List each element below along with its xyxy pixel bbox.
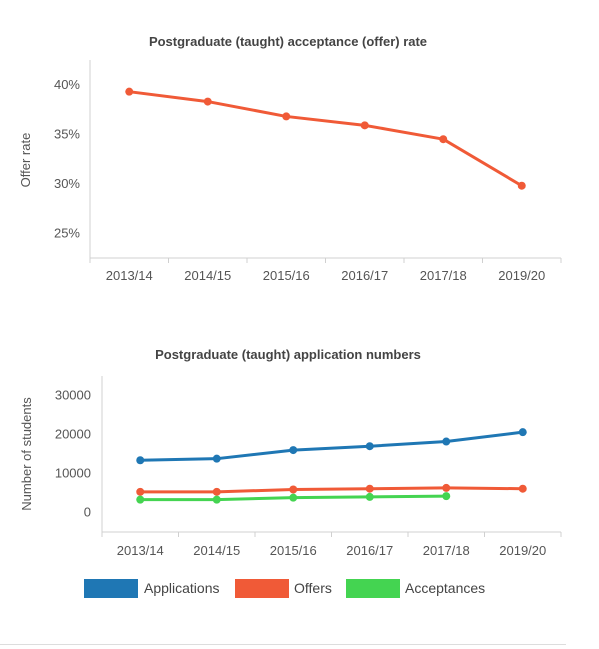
chart-2: Postgraduate (taught) application number… bbox=[19, 347, 562, 598]
y-tick-label: 40% bbox=[54, 77, 80, 92]
series-offers bbox=[136, 483, 527, 496]
data-point bbox=[439, 135, 448, 144]
data-point bbox=[442, 492, 451, 501]
legend-label: Applications bbox=[144, 580, 220, 596]
x-tick-label: 2015/16 bbox=[263, 268, 310, 283]
data-point bbox=[289, 446, 298, 455]
chart-title: Postgraduate (taught) application number… bbox=[155, 347, 421, 362]
x-tick-label: 2019/20 bbox=[498, 268, 545, 283]
x-tick-label: 2013/14 bbox=[117, 543, 164, 558]
data-point bbox=[360, 121, 369, 130]
data-point bbox=[365, 442, 374, 451]
data-point bbox=[365, 484, 374, 493]
data-point bbox=[136, 456, 145, 465]
chart-title: Postgraduate (taught) acceptance (offer)… bbox=[149, 34, 427, 49]
y-tick-label: 35% bbox=[54, 126, 80, 141]
y-tick-label: 30000 bbox=[55, 388, 91, 403]
y-tick-label: 10000 bbox=[55, 466, 91, 481]
data-point bbox=[125, 87, 134, 96]
data-point bbox=[442, 437, 451, 446]
data-point bbox=[212, 495, 221, 504]
x-tick-label: 2016/17 bbox=[341, 268, 388, 283]
series-line bbox=[138, 430, 525, 462]
legend-label: Offers bbox=[294, 580, 332, 596]
y-axis-label: Number of students bbox=[19, 397, 34, 511]
series-applications bbox=[136, 428, 527, 465]
y-tick-label: 30% bbox=[54, 176, 80, 191]
x-tick-label: 2019/20 bbox=[499, 543, 546, 558]
chart-1: Postgraduate (taught) acceptance (offer)… bbox=[18, 34, 562, 283]
data-point bbox=[282, 112, 291, 121]
data-point bbox=[212, 487, 221, 496]
data-point bbox=[203, 97, 212, 106]
legend-swatch bbox=[346, 579, 400, 598]
x-tick-label: 2015/16 bbox=[270, 543, 317, 558]
data-point bbox=[517, 181, 526, 190]
x-tick-label: 2017/18 bbox=[420, 268, 467, 283]
x-tick-label: 2016/17 bbox=[346, 543, 393, 558]
series-line bbox=[138, 486, 525, 494]
legend-swatch bbox=[235, 579, 289, 598]
data-point bbox=[365, 492, 374, 501]
x-tick-label: 2013/14 bbox=[106, 268, 153, 283]
data-point bbox=[289, 485, 298, 494]
legend-label: Acceptances bbox=[405, 580, 485, 596]
y-tick-label: 20000 bbox=[55, 427, 91, 442]
y-tick-label: 25% bbox=[54, 225, 80, 240]
data-point bbox=[442, 483, 451, 492]
series-line bbox=[127, 90, 524, 188]
y-tick-label: 0 bbox=[84, 505, 91, 520]
data-point bbox=[136, 495, 145, 504]
data-point bbox=[289, 493, 298, 502]
x-tick-label: 2014/15 bbox=[193, 543, 240, 558]
data-point bbox=[136, 487, 145, 496]
x-tick-label: 2017/18 bbox=[423, 543, 470, 558]
legend: Applications Offers Acceptances bbox=[84, 579, 485, 598]
series-acceptances bbox=[136, 492, 451, 504]
data-point bbox=[212, 454, 221, 463]
series-offer-rate bbox=[125, 87, 526, 190]
legend-swatch bbox=[84, 579, 138, 598]
y-axis-label: Offer rate bbox=[18, 133, 33, 188]
bottom-divider bbox=[0, 644, 566, 645]
x-tick-label: 2014/15 bbox=[184, 268, 231, 283]
data-point bbox=[518, 428, 527, 437]
data-point bbox=[518, 484, 527, 493]
